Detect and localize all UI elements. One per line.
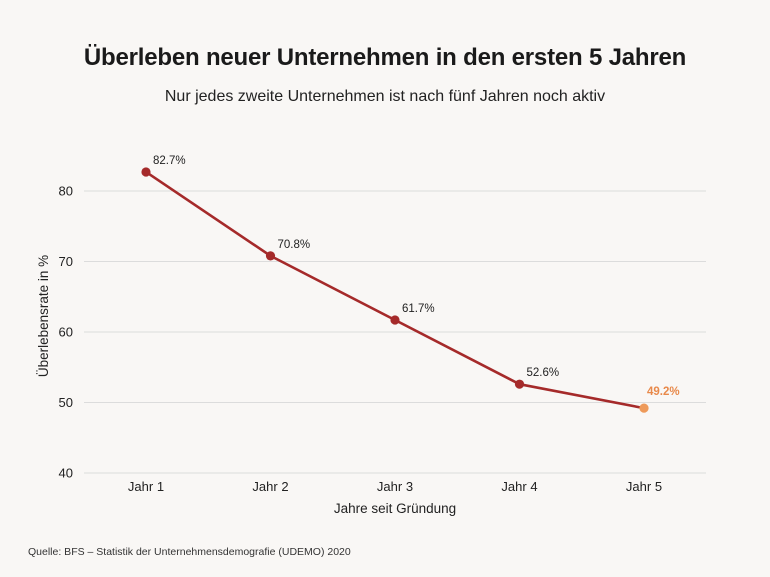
data-labels: 82.7% 70.8% 61.7% 52.6% 49.2% [153,155,680,398]
chart-subtitle: Nur jedes zweite Unternehmen ist nach fü… [164,88,606,105]
y-tick-label: 60 [59,325,73,340]
data-point-4 [514,379,525,389]
data-points [141,167,649,413]
y-tick-label: 40 [59,466,73,481]
x-tick-label: Jahr 3 [377,479,413,494]
source-note: Quelle: BFS – Statistik der Unternehmens… [28,546,351,558]
x-tick-label: Jahr 5 [626,479,662,494]
data-label-3: 61.7% [402,303,435,315]
data-point-3 [390,315,400,325]
data-label-4: 52.6% [527,367,560,379]
chart-title: Überleben neuer Unternehmen in den erste… [83,44,687,71]
y-axis: 40 50 60 70 80 [59,184,73,481]
data-point-5 [639,403,649,413]
data-label-2: 70.8% [278,239,311,251]
x-tick-label: Jahr 2 [252,479,288,494]
y-tick-label: 70 [59,254,73,269]
series-line [145,170,645,410]
y-tick-label: 80 [59,184,73,199]
data-label-1: 82.7% [153,155,186,167]
y-tick-label: 50 [59,395,73,410]
x-axis: Jahr 1 Jahr 2 Jahr 3 Jahr 4 Jahr 5 [128,479,662,494]
data-label-5: 49.2% [647,386,680,398]
x-tick-label: Jahr 1 [128,479,164,494]
data-point-1 [141,167,151,177]
data-point-2 [265,251,276,261]
x-axis-title: Jahre seit Gründung [334,501,456,516]
grid-layer [84,190,706,474]
y-axis-title: Überlebensrate in % [36,255,51,377]
x-tick-label: Jahr 4 [501,479,537,494]
